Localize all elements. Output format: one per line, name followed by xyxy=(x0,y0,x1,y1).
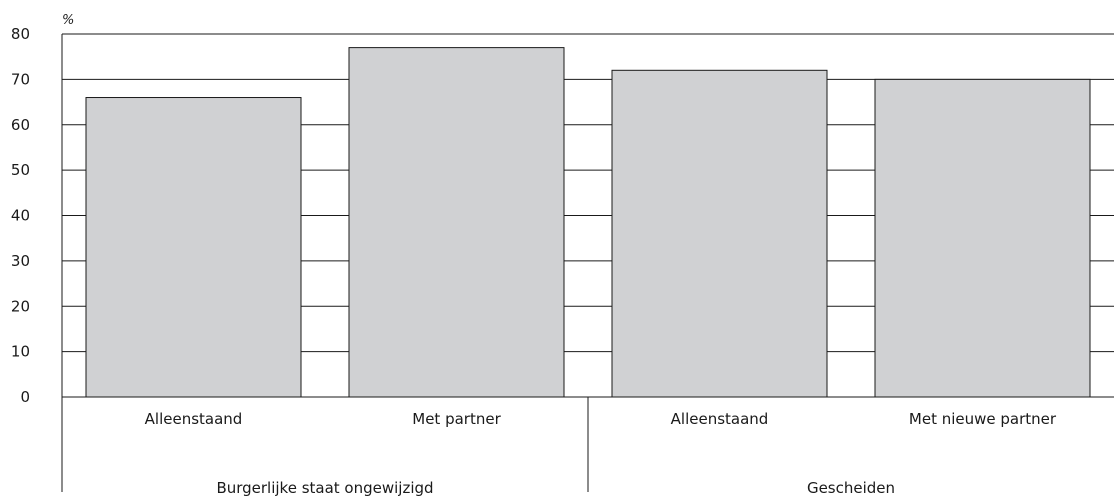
y-tick-label-0: 0 xyxy=(20,388,30,406)
bar-3 xyxy=(611,69,828,398)
bar-4 xyxy=(874,78,1091,398)
y-tick-label-20: 20 xyxy=(11,297,30,315)
x-category-label-3: Alleenstaand xyxy=(671,410,769,428)
y-tick-label-80: 80 xyxy=(11,25,30,43)
y-tick-label-60: 60 xyxy=(11,116,30,134)
x-category-label-1: Alleenstaand xyxy=(145,410,243,428)
y-tick-label-70: 70 xyxy=(11,70,30,88)
x-group-label-2: Gescheiden xyxy=(807,479,895,496)
x-group-label-1: Burgerlijke staat ongewijzigd xyxy=(216,479,433,496)
y-axis-ticks: 0 10 20 30 40 50 60 70 80 xyxy=(11,25,30,406)
y-tick-label-50: 50 xyxy=(11,161,30,179)
y-axis-unit-label: % xyxy=(62,13,74,28)
y-tick-label-10: 10 xyxy=(11,343,30,361)
x-axis-category-labels: Alleenstaand Met partner Alleenstaand Met n… xyxy=(145,410,1057,428)
bar-1 xyxy=(85,97,302,398)
bars xyxy=(85,47,1091,398)
y-tick-label-40: 40 xyxy=(11,207,30,225)
x-category-label-4: Met nieuwe partner xyxy=(909,410,1057,428)
x-category-label-2: Met partner xyxy=(412,410,501,428)
y-tick-label-30: 30 xyxy=(11,252,30,270)
x-axis-group-labels: Burgerlijke staat ongewijzigd Gescheiden xyxy=(216,397,895,497)
bar-2 xyxy=(348,47,565,398)
